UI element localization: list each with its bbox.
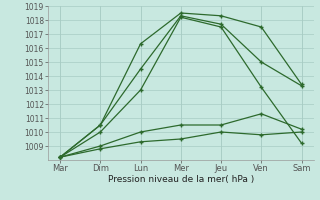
X-axis label: Pression niveau de la mer( hPa ): Pression niveau de la mer( hPa ) bbox=[108, 175, 254, 184]
